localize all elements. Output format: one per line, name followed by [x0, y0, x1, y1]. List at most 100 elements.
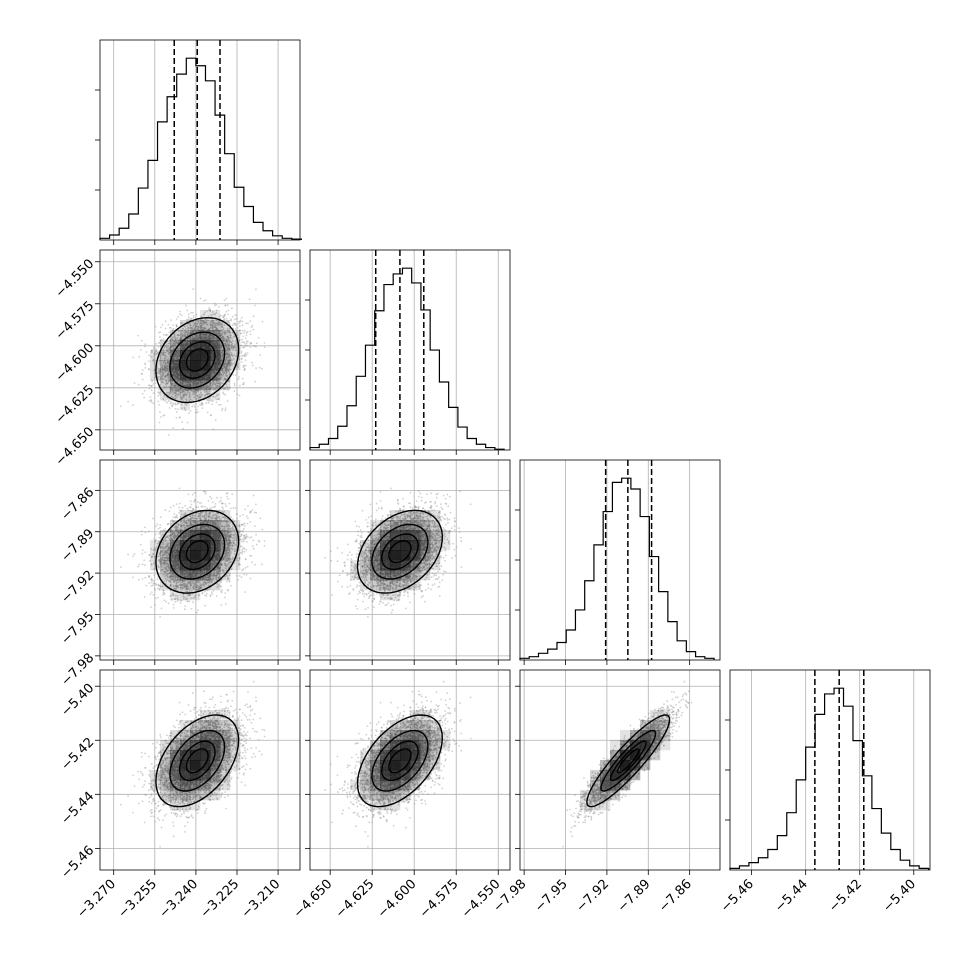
- sample-point: [198, 336, 200, 339]
- sample-point: [198, 337, 201, 339]
- sample-point: [201, 394, 204, 397]
- sample-point: [196, 335, 199, 338]
- sample-point: [198, 336, 201, 338]
- sample-point: [148, 360, 150, 363]
- sample-point: [243, 353, 246, 356]
- sample-point: [217, 322, 220, 325]
- sample-point: [187, 318, 190, 321]
- sample-point: [217, 330, 220, 332]
- sample-point: [226, 400, 229, 403]
- sample-point: [204, 594, 206, 596]
- sample-point: [215, 326, 217, 328]
- sample-point: [218, 385, 221, 388]
- sample-point: [200, 391, 202, 394]
- sample-point: [165, 374, 168, 377]
- sample-point: [153, 362, 156, 365]
- sample-point: [159, 411, 161, 413]
- sample-point: [216, 379, 219, 382]
- sample-point: [160, 339, 163, 341]
- sample-point: [234, 318, 236, 321]
- sample-point: [162, 353, 165, 356]
- sample-point: [221, 354, 224, 357]
- sample-point: [209, 336, 212, 338]
- sample-point: [246, 340, 248, 343]
- sample-point: [234, 322, 237, 325]
- sample-point: [211, 335, 214, 337]
- sample-point: [201, 337, 203, 339]
- sample-point: [160, 368, 162, 371]
- sample-point: [215, 386, 218, 389]
- sample-point: [178, 347, 181, 350]
- sample-point: [219, 403, 222, 406]
- sample-point: [207, 337, 210, 340]
- sample-point: [224, 360, 227, 363]
- sample-point: [248, 298, 251, 301]
- sample-point: [207, 319, 209, 321]
- sample-point: [188, 385, 191, 388]
- sample-point: [226, 335, 229, 338]
- sample-point: [186, 393, 188, 396]
- sample-point: [166, 373, 169, 376]
- sample-point: [211, 403, 214, 406]
- sample-point: [232, 373, 235, 376]
- sample-point: [227, 355, 230, 358]
- sample-point: [196, 394, 199, 397]
- sample-point: [188, 396, 191, 398]
- sample-point: [249, 320, 252, 322]
- sample-point: [175, 370, 178, 373]
- sample-point: [200, 326, 202, 329]
- sample-point: [164, 357, 167, 360]
- sample-point: [175, 375, 178, 378]
- sample-point: [204, 299, 207, 301]
- sample-point: [199, 335, 201, 337]
- sample-point: [212, 328, 214, 331]
- sample-point: [229, 328, 232, 331]
- sample-point: [199, 383, 202, 385]
- sample-point: [159, 370, 162, 373]
- sample-point: [221, 338, 224, 341]
- sample-point: [186, 391, 189, 394]
- sample-point: [209, 387, 212, 390]
- sample-point: [217, 324, 220, 326]
- sample-point: [200, 320, 203, 322]
- sample-point: [178, 487, 181, 490]
- sample-point: [216, 395, 218, 397]
- sample-point: [225, 357, 228, 360]
- sample-point: [232, 348, 235, 351]
- sample-point: [216, 398, 219, 400]
- sample-point: [154, 603, 157, 606]
- sample-point: [183, 406, 186, 409]
- sample-point: [227, 348, 230, 351]
- sample-point: [229, 331, 231, 334]
- sample-point: [201, 337, 204, 340]
- sample-point: [193, 380, 196, 383]
- sample-point: [164, 376, 166, 379]
- sample-point: [211, 336, 214, 339]
- sample-point: [195, 313, 198, 316]
- sample-point: [169, 376, 172, 378]
- sample-point: [167, 386, 170, 389]
- sample-point: [213, 338, 216, 340]
- sample-point: [208, 392, 210, 395]
- sample-point: [171, 404, 173, 407]
- sample-point: [210, 323, 213, 326]
- sample-point: [168, 342, 171, 344]
- sample-point: [198, 329, 201, 332]
- sample-point: [221, 369, 224, 372]
- sample-point: [179, 382, 182, 385]
- sample-point: [165, 334, 167, 337]
- sample-point: [170, 338, 173, 341]
- sample-point: [193, 322, 196, 325]
- sample-point: [206, 385, 209, 388]
- sample-point: [179, 336, 182, 339]
- sample-point: [195, 411, 198, 414]
- sample-point: [144, 363, 147, 366]
- sample-point: [201, 329, 204, 332]
- sample-point: [175, 325, 178, 328]
- sample-point: [158, 342, 161, 344]
- sample-point: [170, 381, 172, 384]
- sample-point: [212, 313, 215, 316]
- sample-point: [163, 369, 165, 371]
- sample-point: [169, 346, 172, 349]
- sample-point: [168, 380, 171, 382]
